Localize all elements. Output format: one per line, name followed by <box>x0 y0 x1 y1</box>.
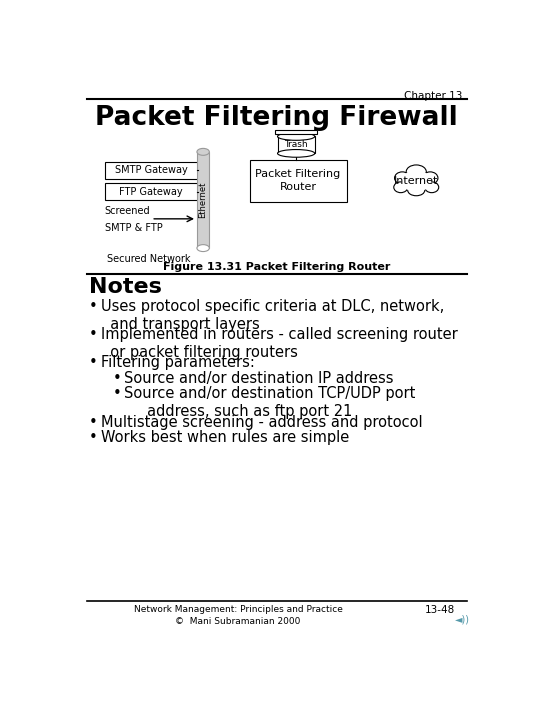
Text: Trash: Trash <box>285 140 308 150</box>
Text: SMTP Gateway: SMTP Gateway <box>115 166 187 176</box>
FancyBboxPatch shape <box>105 162 198 179</box>
Text: FTP Gateway: FTP Gateway <box>119 187 183 197</box>
Text: SMTP & FTP: SMTP & FTP <box>105 223 163 233</box>
FancyBboxPatch shape <box>455 615 470 626</box>
Text: Packet Filtering Firewall: Packet Filtering Firewall <box>96 105 458 131</box>
Text: •: • <box>112 371 121 386</box>
Text: 13-48: 13-48 <box>425 605 455 615</box>
FancyBboxPatch shape <box>275 130 317 134</box>
Text: ◄)): ◄)) <box>455 614 470 624</box>
Ellipse shape <box>197 148 210 156</box>
Text: •: • <box>89 430 98 445</box>
Ellipse shape <box>408 185 425 196</box>
Text: Source and/or destination IP address: Source and/or destination IP address <box>124 371 394 386</box>
Text: Network Management: Principles and Practice
©  Mani Subramanian 2000: Network Management: Principles and Pract… <box>133 605 342 626</box>
Text: •: • <box>89 415 98 430</box>
Text: Screened: Screened <box>105 206 150 216</box>
FancyBboxPatch shape <box>278 137 315 153</box>
Text: Chapter 13: Chapter 13 <box>404 91 463 101</box>
Text: •: • <box>89 327 98 342</box>
Text: •: • <box>89 299 98 314</box>
Ellipse shape <box>394 182 408 193</box>
Ellipse shape <box>406 165 426 179</box>
Text: Filtering parameters:: Filtering parameters: <box>101 355 255 370</box>
Text: Works best when rules are simple: Works best when rules are simple <box>101 430 349 445</box>
Text: Multistage screening - address and protocol: Multistage screening - address and proto… <box>101 415 422 430</box>
Ellipse shape <box>278 150 315 157</box>
Ellipse shape <box>395 172 410 184</box>
FancyBboxPatch shape <box>105 184 198 200</box>
Text: Internet: Internet <box>394 176 438 186</box>
Text: Uses protocol specific criteria at DLC, network,
  and transport layers: Uses protocol specific criteria at DLC, … <box>101 299 444 332</box>
Ellipse shape <box>402 171 431 192</box>
Text: Notes: Notes <box>89 276 162 297</box>
Text: Figure 13.31 Packet Filtering Router: Figure 13.31 Packet Filtering Router <box>163 262 390 272</box>
Text: Source and/or destination TCP/UDP port
     address, such as ftp port 21: Source and/or destination TCP/UDP port a… <box>124 387 415 420</box>
FancyBboxPatch shape <box>197 152 210 248</box>
Text: Ethernet: Ethernet <box>199 181 207 218</box>
Ellipse shape <box>422 172 438 184</box>
Text: Secured Network: Secured Network <box>107 254 191 264</box>
Ellipse shape <box>425 182 438 193</box>
Text: •: • <box>89 355 98 370</box>
Text: Implemented in routers - called screening router
  or packet filtering routers: Implemented in routers - called screenin… <box>101 327 457 360</box>
Ellipse shape <box>197 245 210 251</box>
Text: •: • <box>112 387 121 402</box>
Ellipse shape <box>278 132 315 140</box>
Text: Packet Filtering
Router: Packet Filtering Router <box>255 169 341 192</box>
FancyBboxPatch shape <box>249 160 347 202</box>
